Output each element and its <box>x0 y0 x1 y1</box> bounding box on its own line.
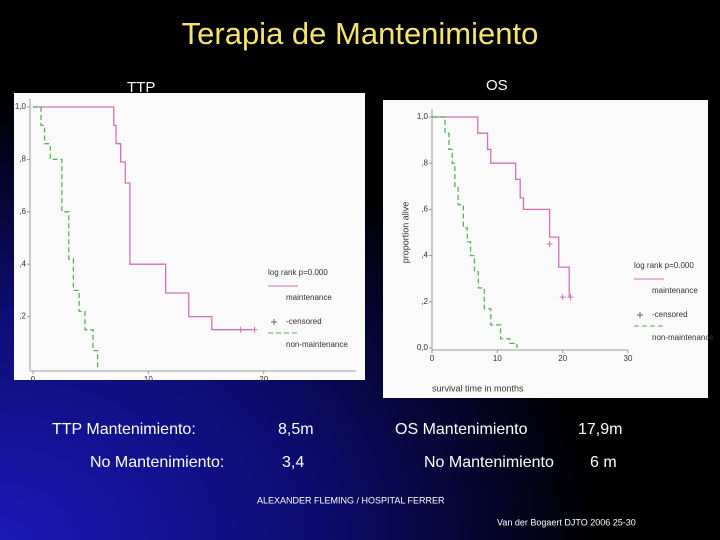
legend-swatch <box>637 312 643 318</box>
x-tick-label: 20 <box>558 354 567 363</box>
y-tick-label: ,4 <box>421 251 428 260</box>
y-axis-label: proportion alive <box>400 202 410 264</box>
x-tick-label: 10 <box>144 375 153 384</box>
result-value: 8,5m <box>278 421 314 438</box>
result-value: 17,9m <box>578 421 622 438</box>
y-tick-label: ,6 <box>421 205 428 214</box>
survival-curve <box>432 116 570 298</box>
chart-panel <box>383 100 708 398</box>
censor-mark <box>546 241 553 248</box>
chart-title: TTP <box>127 79 155 96</box>
result-value: 3,4 <box>282 454 304 471</box>
survival-curve <box>432 116 518 348</box>
x-tick-label: 0 <box>31 375 36 384</box>
legend-label: maintenance <box>652 286 698 295</box>
result-value: 6 m <box>590 454 617 471</box>
survival-curve <box>33 106 253 331</box>
chart-title: OS <box>486 77 508 94</box>
legend-label: maintenance <box>286 293 332 302</box>
y-tick-label: ,8 <box>421 158 428 167</box>
result-label: No Mantenimiento <box>424 454 554 471</box>
annotation: log rank p=0.000 <box>268 268 328 277</box>
censor-mark <box>567 294 574 301</box>
x-tick-label: 30 <box>624 354 633 363</box>
censor-mark <box>251 326 258 333</box>
legend-label: -censored <box>652 310 688 319</box>
legend-swatch <box>271 319 277 325</box>
legend-label: non-maintenance <box>652 333 714 342</box>
reference: Van der Bogaert DJTO 2006 25-30 <box>497 517 636 527</box>
result-label: No Mantenimiento: <box>90 454 224 471</box>
slide-title: Terapia de Mantenimiento <box>182 16 539 51</box>
x-tick-label: 10 <box>493 354 502 363</box>
y-tick-label: ,2 <box>421 297 428 306</box>
y-tick-label: ,4 <box>19 259 26 268</box>
result-label: TTP Mantenimiento: <box>52 421 196 438</box>
y-tick-label: 1,0 <box>15 102 27 111</box>
x-tick-label: 0 <box>430 354 435 363</box>
chart-panel <box>14 93 365 380</box>
y-tick-label: ,6 <box>19 207 26 216</box>
annotation: log rank p=0.000 <box>634 261 694 270</box>
y-tick-label: ,8 <box>19 155 26 164</box>
x-axis-label: survival time in months <box>432 383 524 393</box>
x-tick-label: 20 <box>259 375 268 384</box>
y-tick-label: 1,0 <box>417 112 429 121</box>
y-tick-label: ,2 <box>19 312 26 321</box>
legend-label: non-maintenance <box>286 340 348 349</box>
censor-mark <box>559 294 566 301</box>
institution: ALEXANDER FLEMING / HOSPITAL FERRER <box>257 495 445 505</box>
y-tick-label: 0,0 <box>417 343 429 352</box>
result-label: OS Mantenimiento <box>395 421 528 438</box>
censor-mark <box>237 326 244 333</box>
legend-label: -censored <box>286 317 322 326</box>
survival-curve <box>33 106 99 369</box>
